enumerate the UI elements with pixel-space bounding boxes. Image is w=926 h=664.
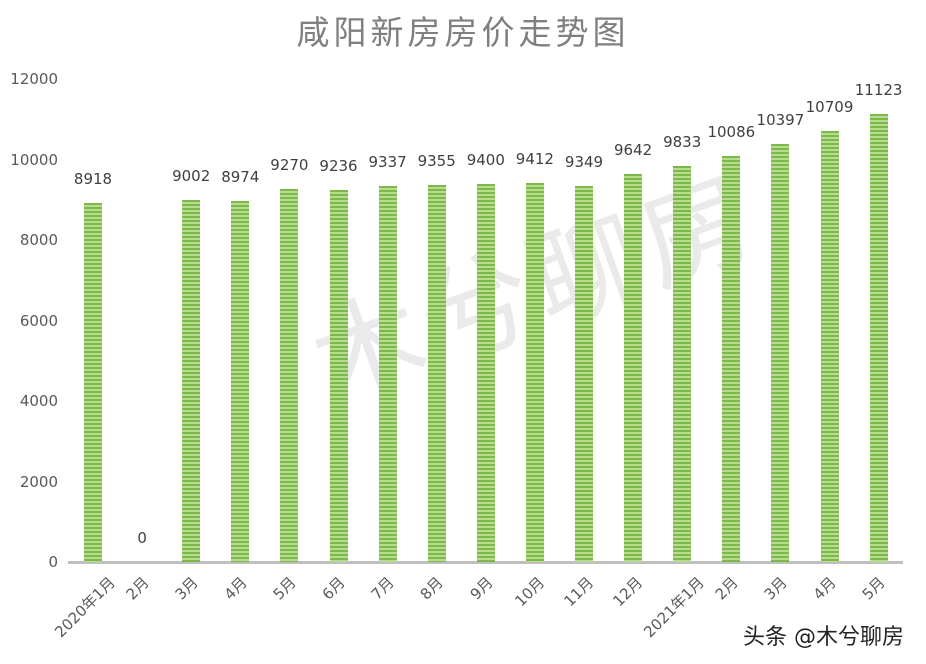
x-tick-label: 3月 bbox=[760, 573, 791, 604]
value-label: 9400 bbox=[466, 150, 505, 169]
x-tick-label: 5月 bbox=[269, 573, 300, 604]
x-tick-label: 2月 bbox=[122, 573, 153, 604]
x-tick-label: 5月 bbox=[858, 573, 890, 604]
value-label: 9002 bbox=[172, 166, 211, 185]
bar bbox=[231, 200, 250, 562]
bar bbox=[525, 183, 544, 562]
x-tick-label: 3月 bbox=[171, 573, 202, 604]
x-tick-label: 6月 bbox=[318, 573, 349, 604]
x-tick-label: 11月 bbox=[560, 573, 598, 611]
value-label: 0 bbox=[137, 529, 147, 547]
x-axis-line bbox=[68, 561, 903, 564]
bar bbox=[673, 166, 692, 562]
value-label: 9355 bbox=[417, 152, 456, 171]
y-tick-label: 2000 bbox=[19, 472, 58, 491]
y-tick-label: 6000 bbox=[19, 311, 58, 330]
value-label: 9270 bbox=[270, 155, 309, 174]
value-label: 9349 bbox=[564, 152, 604, 171]
value-label: 8974 bbox=[221, 167, 260, 186]
bar bbox=[84, 203, 102, 562]
bar bbox=[182, 199, 201, 562]
bar bbox=[820, 130, 839, 562]
x-tick-label: 4月 bbox=[809, 573, 840, 604]
value-label: 9642 bbox=[614, 140, 653, 159]
value-label: 8918 bbox=[73, 170, 113, 189]
bar bbox=[771, 143, 790, 562]
value-label: 10397 bbox=[756, 110, 805, 129]
bar bbox=[722, 156, 741, 562]
bar bbox=[378, 186, 397, 562]
y-tick-label: 12000 bbox=[10, 70, 58, 88]
y-tick-label: 0 bbox=[48, 553, 58, 571]
x-tick-label: 4月 bbox=[220, 573, 251, 604]
bar bbox=[427, 185, 446, 562]
x-tick-label: 8月 bbox=[417, 573, 448, 604]
chart-title: 咸阳新房房价走势图 bbox=[296, 13, 630, 52]
bar bbox=[280, 188, 299, 562]
bar bbox=[869, 114, 888, 562]
value-label: 11123 bbox=[854, 81, 903, 100]
value-label: 9337 bbox=[368, 153, 407, 172]
x-tick-label: 2021年1月 bbox=[640, 573, 709, 642]
value-label: 10086 bbox=[707, 123, 756, 142]
x-tick-label: 7月 bbox=[367, 573, 399, 604]
x-tick-label: 9月 bbox=[466, 573, 497, 604]
x-tick-label: 2020年1月 bbox=[51, 573, 120, 642]
x-tick-label: 2月 bbox=[711, 573, 742, 604]
x-tick-label: 10月 bbox=[511, 573, 549, 611]
bar bbox=[575, 185, 593, 562]
y-tick-label: 4000 bbox=[19, 392, 58, 410]
bar bbox=[624, 173, 643, 562]
y-tick-label: 10000 bbox=[10, 150, 58, 169]
value-label: 9412 bbox=[515, 150, 554, 169]
bar bbox=[476, 183, 495, 562]
value-label: 9833 bbox=[663, 133, 702, 152]
value-label: 9236 bbox=[319, 157, 358, 176]
x-tick-label: 12月 bbox=[609, 573, 647, 611]
y-tick-label: 8000 bbox=[19, 231, 58, 249]
corner-watermark: 头条 @木兮聊房 bbox=[743, 625, 904, 650]
value-label: 10709 bbox=[805, 97, 854, 116]
bar bbox=[329, 190, 348, 562]
